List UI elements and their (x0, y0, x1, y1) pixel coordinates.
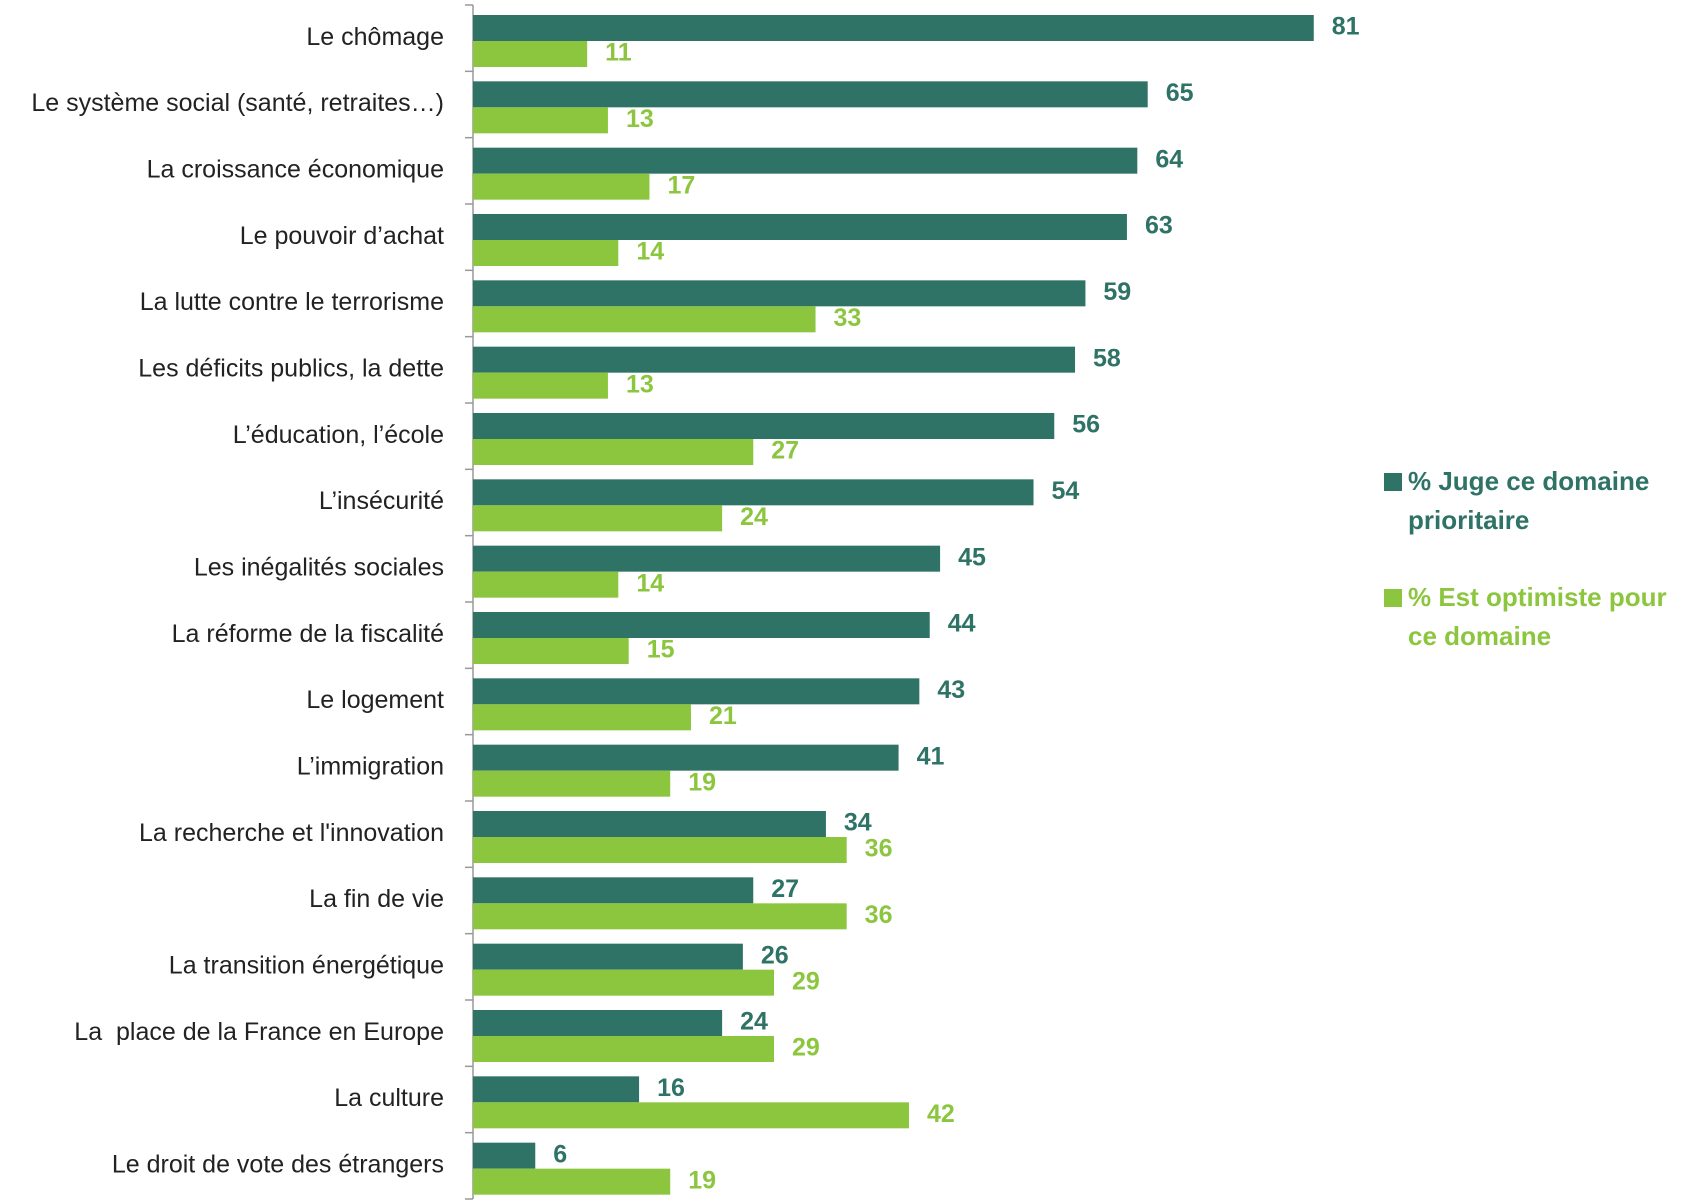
category-label: L’immigration (297, 752, 444, 780)
bar (473, 638, 629, 664)
value-label: 29 (792, 967, 820, 995)
value-label: 16 (657, 1074, 685, 1102)
bar (473, 346, 1076, 373)
category-label: Le logement (306, 686, 444, 714)
bar (473, 903, 847, 930)
value-label: 6 (553, 1140, 567, 1168)
bar (473, 173, 650, 200)
bar (473, 545, 941, 572)
category-label: La croissance économique (147, 155, 444, 183)
legend: % Juge ce domaine prioritaire % Est optim… (1384, 462, 1684, 694)
value-label: 65 (1166, 79, 1194, 107)
bar (473, 1010, 723, 1036)
value-label: 81 (1332, 13, 1360, 41)
value-label: 13 (626, 370, 654, 398)
bar (473, 744, 899, 771)
bar (473, 1142, 536, 1169)
value-label: 36 (865, 835, 893, 863)
value-label: 59 (1103, 278, 1131, 306)
bar (473, 81, 1148, 108)
value-label: 24 (740, 1008, 768, 1036)
bar (473, 240, 619, 266)
bar (473, 1168, 671, 1195)
category-label: Le pouvoir d’achat (240, 222, 444, 250)
bar (473, 107, 608, 134)
legend-label: % Juge ce domaine prioritaire (1408, 466, 1650, 535)
bar (473, 678, 920, 705)
category-label: L’éducation, l’école (233, 421, 444, 449)
bar (473, 704, 691, 731)
value-label: 41 (917, 742, 945, 770)
category-label: Le chômage (306, 23, 444, 51)
value-label: 11 (605, 39, 632, 67)
bar (473, 811, 826, 837)
bar (473, 943, 743, 970)
bar (473, 214, 1127, 240)
value-label: 29 (792, 1034, 820, 1062)
value-label: 44 (948, 610, 976, 638)
value-label: 58 (1093, 344, 1121, 372)
legend-swatch (1384, 473, 1402, 491)
value-label: 63 (1145, 212, 1173, 240)
bar (473, 571, 619, 598)
bar (473, 41, 588, 67)
legend-swatch (1384, 589, 1402, 607)
legend-item: % Juge ce domaine prioritaire (1384, 462, 1684, 540)
value-label: 45 (958, 543, 986, 571)
value-label: 27 (771, 437, 799, 465)
category-label: Les inégalités sociales (194, 553, 444, 581)
category-label: La lutte contre le terrorisme (140, 288, 444, 316)
category-label: La place de la France en Europe (74, 1018, 444, 1046)
bar (473, 969, 775, 996)
value-label: 36 (865, 901, 893, 929)
value-label: 64 (1155, 145, 1183, 173)
value-label: 14 (636, 238, 664, 266)
category-label: La réforme de la fiscalité (172, 620, 444, 648)
value-label: 34 (844, 809, 872, 837)
bar (473, 505, 723, 532)
bar (473, 306, 816, 333)
bar (473, 837, 847, 863)
bar (473, 15, 1314, 41)
category-label: La transition énergétique (169, 951, 444, 979)
bar (473, 612, 930, 638)
bar (473, 372, 608, 399)
value-label: 19 (688, 1166, 716, 1194)
value-label: 17 (667, 171, 695, 199)
bar (473, 479, 1034, 506)
value-label: 56 (1072, 411, 1100, 439)
bar (473, 280, 1086, 307)
value-label: 26 (761, 941, 789, 969)
category-label: Le droit de vote des étrangers (112, 1150, 444, 1178)
value-label: 15 (647, 636, 675, 664)
category-label: La culture (334, 1084, 444, 1112)
value-label: 24 (740, 503, 768, 531)
bar (473, 1102, 909, 1129)
bar (473, 877, 754, 904)
category-label: Le système social (santé, retraites…) (31, 89, 444, 117)
value-label: 14 (636, 569, 664, 597)
value-label: 13 (626, 105, 654, 133)
bar (473, 1076, 640, 1103)
value-label: 21 (709, 702, 737, 730)
value-label: 54 (1052, 477, 1080, 505)
value-label: 27 (771, 875, 799, 903)
category-label: La recherche et l'innovation (139, 819, 444, 847)
value-label: 19 (688, 768, 716, 796)
category-label: Les déficits publics, la dette (138, 354, 444, 382)
category-label: L’insécurité (319, 487, 444, 515)
category-label: La fin de vie (309, 885, 444, 913)
bar (473, 439, 754, 465)
value-label: 42 (927, 1100, 955, 1128)
legend-item: % Est optimiste pour ce domaine (1384, 578, 1684, 656)
legend-label: % Est optimiste pour ce domaine (1408, 582, 1667, 651)
bar (473, 413, 1055, 439)
value-label: 33 (834, 304, 862, 332)
bar (473, 147, 1138, 174)
bar (473, 1036, 775, 1062)
value-label: 43 (937, 676, 965, 704)
bar (473, 770, 671, 797)
